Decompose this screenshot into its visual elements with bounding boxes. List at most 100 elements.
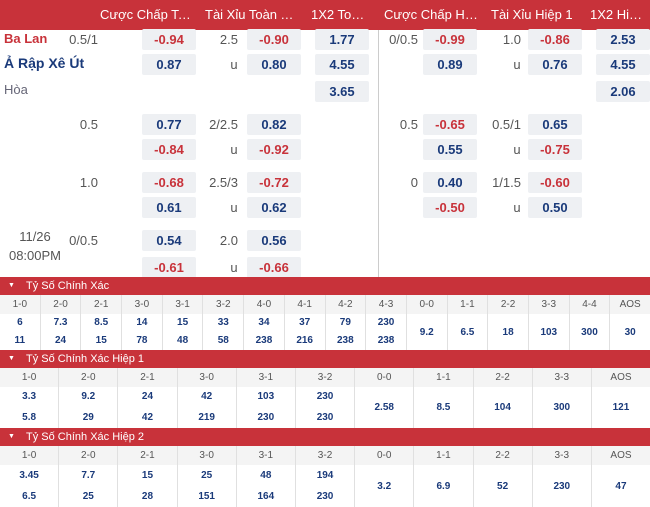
score-odds[interactable]: 8.5 <box>436 402 451 413</box>
odds-cell[interactable]: -0.66 <box>247 257 301 278</box>
score-odds[interactable]: 230 <box>257 411 275 423</box>
odds-cell[interactable]: 0.77 <box>142 114 196 135</box>
score-odds[interactable]: 30 <box>624 326 636 338</box>
score-odds[interactable]: 230 <box>377 317 395 328</box>
odds-cell[interactable]: -0.84 <box>142 139 196 160</box>
score-odds[interactable]: 6.5 <box>460 326 475 338</box>
score-odds[interactable]: 11 <box>14 335 26 346</box>
odds-cell[interactable]: -0.72 <box>247 172 301 193</box>
header-overunder-h1[interactable]: Tài Xỉu Hiệp 1 <box>491 7 573 22</box>
score-odds[interactable]: 78 <box>136 335 148 346</box>
odds-cell[interactable]: -0.86 <box>528 29 582 50</box>
score-odds[interactable]: 219 <box>198 411 215 423</box>
odds-cell[interactable]: 0.61 <box>142 197 196 218</box>
score-odds[interactable]: 300 <box>581 326 598 338</box>
score-odds[interactable]: 33 <box>217 317 229 328</box>
header-1x2-h1[interactable]: 1X2 Hiệp 1 <box>590 7 648 22</box>
odds-cell[interactable]: 0.54 <box>142 230 196 251</box>
score-odds[interactable]: 3.2 <box>377 480 392 492</box>
score-odds[interactable]: 42 <box>141 411 154 423</box>
score-odds[interactable]: 24 <box>54 335 67 346</box>
header-1x2-ft[interactable]: 1X2 Toàn Trận <box>311 7 371 22</box>
odds-cell[interactable]: 2.06 <box>596 81 650 102</box>
score-odds[interactable]: 42 <box>201 391 213 402</box>
odds-cell[interactable]: -0.65 <box>423 114 477 135</box>
odds-cell[interactable]: 0.50 <box>528 197 582 218</box>
score-odds[interactable]: 104 <box>494 402 511 413</box>
score-odds[interactable]: 3.45 <box>19 470 39 481</box>
score-odds[interactable]: 18 <box>502 326 514 338</box>
odds-cell[interactable]: 0.65 <box>528 114 582 135</box>
odds-cell[interactable]: 0.89 <box>423 54 477 75</box>
section-correct-score-h1[interactable]: ▼ Tỷ Số Chính Xác Hiệp 1 <box>0 350 650 368</box>
section-correct-score[interactable]: ▼ Tỷ Số Chính Xác <box>0 277 650 295</box>
score-odds[interactable]: 79 <box>339 317 351 328</box>
score-odds[interactable]: 15 <box>95 335 107 346</box>
odds-cell[interactable]: -0.99 <box>423 29 477 50</box>
score-odds[interactable]: 25 <box>201 470 213 481</box>
score-odds[interactable]: 8.5 <box>94 317 109 328</box>
score-odds[interactable]: 5.8 <box>22 411 37 423</box>
odds-cell[interactable]: 4.55 <box>315 54 369 75</box>
odds-cell[interactable]: 1.77 <box>315 29 369 50</box>
score-odds[interactable]: 47 <box>615 480 627 492</box>
odds-cell[interactable]: 0.55 <box>423 139 477 160</box>
score-odds[interactable]: 103 <box>257 391 275 402</box>
score-odds[interactable]: 151 <box>198 491 215 502</box>
score-odds[interactable]: 29 <box>82 411 94 423</box>
score-odds[interactable]: 6.9 <box>436 480 451 492</box>
odds-cell[interactable]: 0.40 <box>423 172 477 193</box>
score-odds[interactable]: 121 <box>612 402 630 413</box>
odds-cell[interactable]: 2.53 <box>596 29 650 50</box>
score-odds[interactable]: 48 <box>260 470 272 481</box>
score-odds[interactable]: 34 <box>258 317 270 328</box>
odds-cell[interactable]: -0.50 <box>423 197 477 218</box>
odds-cell[interactable]: -0.92 <box>247 139 301 160</box>
score-odds[interactable]: 238 <box>377 335 395 346</box>
odds-cell[interactable]: -0.60 <box>528 172 582 193</box>
score-odds[interactable]: 230 <box>316 411 334 423</box>
score-odds[interactable]: 58 <box>217 335 229 346</box>
score-odds[interactable]: 15 <box>177 317 189 328</box>
score-odds[interactable]: 7.3 <box>53 317 68 328</box>
odds-cell[interactable]: -0.94 <box>142 29 196 50</box>
score-odds[interactable]: 194 <box>316 470 334 481</box>
score-odds[interactable]: 14 <box>136 317 148 328</box>
score-odds[interactable]: 238 <box>337 335 354 346</box>
score-odds[interactable]: 9.2 <box>419 326 434 338</box>
score-odds[interactable]: 216 <box>296 335 313 346</box>
score-odds[interactable]: 300 <box>553 402 571 413</box>
odds-cell[interactable]: 0.87 <box>142 54 196 75</box>
odds-cell[interactable]: -0.90 <box>247 29 301 50</box>
score-odds[interactable]: 230 <box>553 480 571 492</box>
score-odds[interactable]: 25 <box>82 491 94 502</box>
odds-cell[interactable]: -0.75 <box>528 139 582 160</box>
header-handicap-ft[interactable]: Cược Chấp Toàn Trận <box>100 7 195 22</box>
odds-cell[interactable]: -0.61 <box>142 257 196 278</box>
score-odds[interactable]: 7.7 <box>81 470 96 481</box>
score-odds[interactable]: 230 <box>316 491 334 502</box>
score-odds[interactable]: 2.58 <box>374 402 394 413</box>
odds-cell[interactable]: 3.65 <box>315 81 369 102</box>
score-odds[interactable]: 24 <box>141 391 154 402</box>
odds-cell[interactable]: 0.62 <box>247 197 301 218</box>
score-odds[interactable]: 28 <box>141 491 154 502</box>
header-overunder-ft[interactable]: Tài Xỉu Toàn Trận <box>205 7 300 22</box>
score-odds[interactable]: 9.2 <box>81 391 96 402</box>
score-odds[interactable]: 230 <box>316 391 334 402</box>
score-odds[interactable]: 238 <box>255 335 273 346</box>
score-odds[interactable]: 52 <box>497 480 509 492</box>
odds-cell[interactable]: -0.68 <box>142 172 196 193</box>
score-odds[interactable]: 37 <box>299 317 311 328</box>
score-odds[interactable]: 103 <box>540 326 558 338</box>
header-handicap-h1[interactable]: Cược Chấp Hiệp 1 <box>384 7 480 22</box>
score-odds[interactable]: 3.3 <box>22 391 37 402</box>
score-odds[interactable]: 15 <box>141 470 154 481</box>
odds-cell[interactable]: 0.56 <box>247 230 301 251</box>
score-odds[interactable]: 48 <box>177 335 189 346</box>
score-odds[interactable]: 164 <box>257 491 275 502</box>
odds-cell[interactable]: 0.76 <box>528 54 582 75</box>
section-correct-score-h2[interactable]: ▼ Tỷ Số Chính Xác Hiệp 2 <box>0 428 650 446</box>
score-odds[interactable]: 6 <box>17 317 23 328</box>
score-odds[interactable]: 6.5 <box>22 491 37 502</box>
